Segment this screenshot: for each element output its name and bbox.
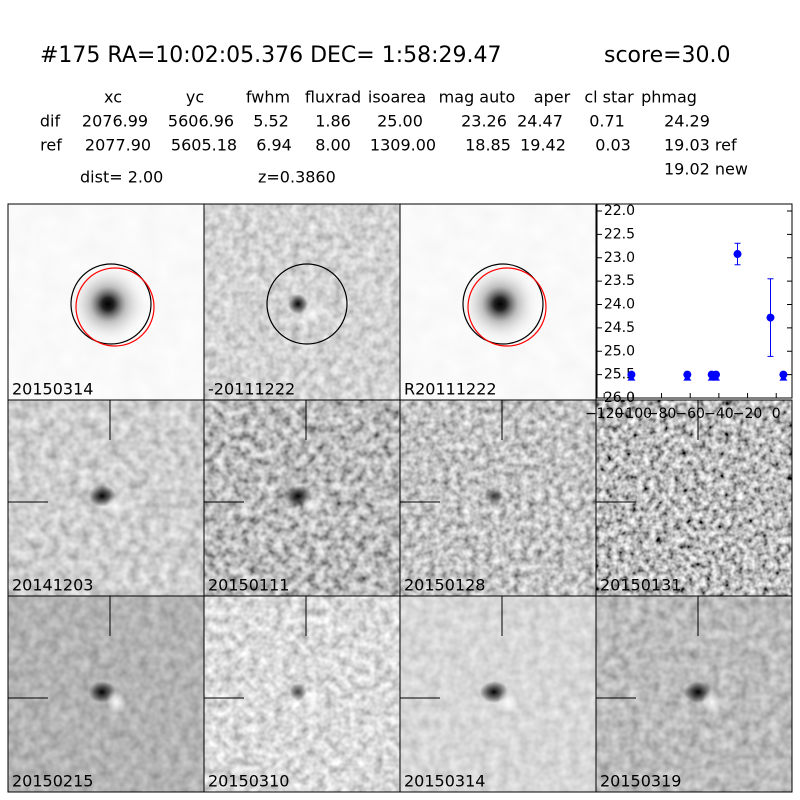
score: score=30.0 [604, 43, 731, 68]
panel-label: 20150128 [404, 576, 485, 595]
table-cell: 0.03 [595, 136, 631, 155]
row-header: ref [40, 136, 62, 155]
aperture-red [75, 267, 155, 347]
table-cell: 5606.96 [168, 112, 234, 131]
table-cell: 2077.90 [85, 136, 151, 155]
column-header: phmag [641, 88, 697, 107]
x-tick-label: −80 [647, 406, 677, 422]
panel-label: -20111222 [208, 380, 295, 399]
panel-label: R20111222 [404, 380, 497, 399]
panel-label: 20150319 [600, 772, 681, 791]
x-tick-label: 0 [772, 406, 781, 422]
image-panel [596, 400, 792, 596]
y-tick-label: 23.0 [604, 250, 635, 266]
point [683, 370, 692, 379]
residual [106, 690, 126, 714]
y-tick-label: 22.5 [604, 226, 635, 242]
source [485, 487, 503, 505]
row-header: dif [40, 112, 61, 131]
aperture [266, 263, 348, 345]
residual [702, 690, 722, 714]
residual [302, 690, 322, 714]
residual [498, 690, 518, 714]
table-cell: 19.03 ref [664, 136, 737, 155]
panel-label: 20150131 [600, 576, 681, 595]
table-cell: 24.29 [664, 112, 710, 131]
point [712, 370, 721, 379]
panel-label: 20150314 [404, 772, 485, 791]
point [627, 370, 636, 379]
table-cell: 18.85 [465, 136, 511, 155]
panel-label: 20150314 [12, 380, 93, 399]
column-header: fluxrad [305, 88, 361, 107]
panel-label: 20150310 [208, 772, 289, 791]
x-tick-label: −40 [704, 406, 734, 422]
x-tick-label: −60 [675, 406, 705, 422]
y-tick-label: 25.5 [604, 367, 635, 383]
source [289, 683, 307, 701]
residual [302, 302, 322, 326]
dist: dist= 2.00 [80, 168, 163, 187]
panel-label: 20141203 [12, 576, 93, 595]
table-cell: 5605.18 [171, 136, 237, 155]
column-header: mag auto [439, 88, 516, 107]
table-cell: 24.47 [517, 112, 563, 131]
table-cell: 6.94 [256, 136, 292, 155]
column-header: cl star [584, 88, 634, 107]
table-cell: 8.00 [315, 136, 351, 155]
y-tick-label: 26.0 [604, 390, 635, 406]
aperture [462, 263, 544, 345]
y-tick-label: 22.0 [604, 203, 635, 219]
table-cell: 19.42 [520, 136, 566, 155]
table-cell: 0.71 [589, 112, 625, 131]
table-cell: 1309.00 [370, 136, 436, 155]
point [779, 370, 788, 379]
point [766, 313, 775, 322]
column-header: aper [534, 88, 571, 107]
residual [302, 494, 322, 518]
column-header: fwhm [246, 88, 290, 107]
column-header: isoarea [368, 88, 426, 107]
table-cell: 2076.99 [82, 112, 148, 131]
table-cell: 23.26 [461, 112, 507, 131]
source [68, 264, 148, 344]
y-tick-label: 25.0 [604, 343, 635, 359]
table-cell: 5.52 [253, 112, 289, 131]
table-cell: 1.86 [315, 112, 351, 131]
source [460, 264, 540, 344]
y-tick-label: 24.5 [604, 320, 635, 336]
title: #175 RA=10:02:05.376 DEC= 1:58:29.47 [40, 43, 502, 68]
aperture-red [467, 267, 547, 347]
panel-frame [595, 595, 793, 793]
panel-label: 20150111 [208, 576, 289, 595]
table-cell: 25.00 [377, 112, 423, 131]
y-tick-label: 24.0 [604, 297, 635, 313]
residual [106, 494, 126, 518]
x-tick-label: −120 [585, 406, 623, 422]
column-header: xc [104, 88, 122, 107]
panel-label: 20150215 [12, 772, 93, 791]
x-tick-label: −20 [733, 406, 763, 422]
point [733, 250, 742, 259]
y-tick-label: 23.5 [604, 273, 635, 289]
column-header: yc [186, 88, 204, 107]
redshift: z=0.3860 [258, 168, 336, 187]
phmag-new: 19.02 new [664, 160, 748, 179]
aperture [70, 263, 152, 345]
plot-area [596, 203, 793, 399]
x-tick-label: −100 [614, 406, 652, 422]
